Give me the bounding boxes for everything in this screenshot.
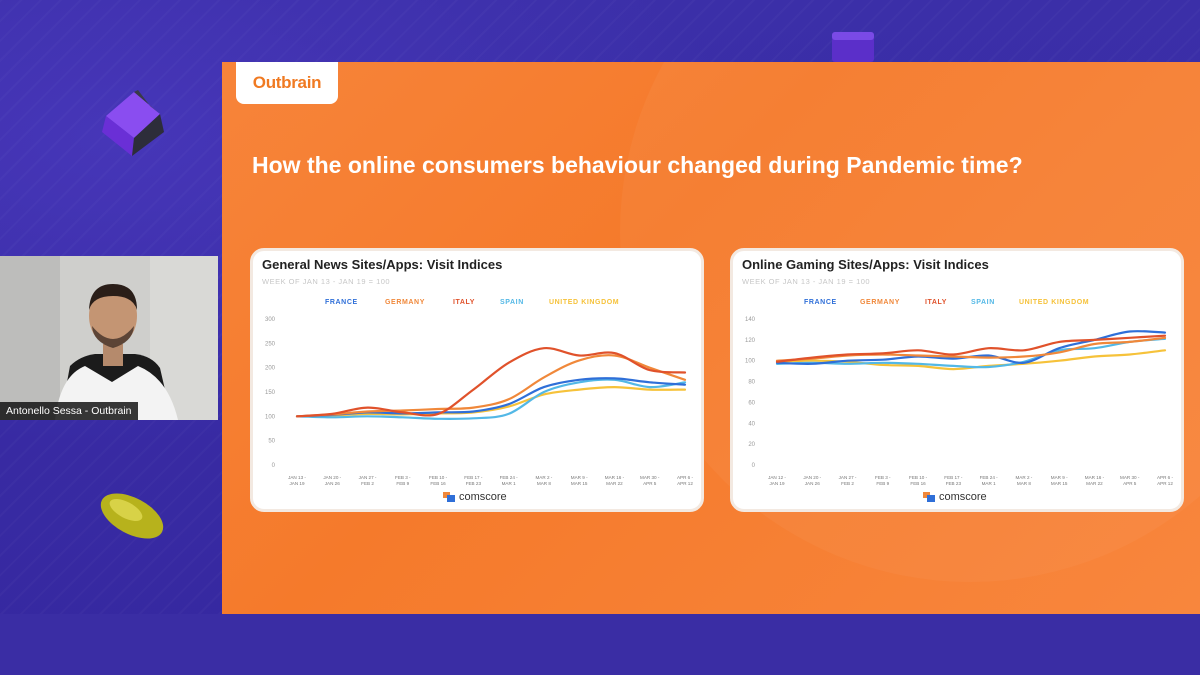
y-tick-label: 60 bbox=[748, 400, 755, 406]
speaker-webcam-tile[interactable]: Antonello Sessa - Outbrain bbox=[0, 256, 218, 420]
comscore-text: comscore bbox=[939, 491, 987, 503]
x-tick-label: JAN 20 -JAN 26 bbox=[323, 475, 341, 486]
x-tick-label: APR 6 -APR 12 bbox=[1157, 475, 1174, 486]
series-line-germany bbox=[295, 354, 687, 418]
comscore-logo-icon bbox=[443, 492, 455, 502]
news-chart-title: General News Sites/Apps: Visit Indices bbox=[262, 257, 503, 272]
y-tick-label: 150 bbox=[265, 390, 276, 396]
purple-block-decoration bbox=[832, 32, 874, 62]
series-line-united-kingdom bbox=[295, 385, 687, 418]
x-tick-label: JAN 27 -FEB 2 bbox=[839, 475, 857, 486]
speaker-name-label: Antonello Sessa - Outbrain bbox=[0, 402, 138, 420]
x-tick-label: FEB 24 -MAR 1 bbox=[980, 475, 999, 486]
y-tick-label: 100 bbox=[745, 359, 756, 365]
y-tick-label: 20 bbox=[748, 442, 755, 448]
y-tick-label: 200 bbox=[265, 366, 276, 372]
legend-spain: SPAIN bbox=[500, 299, 524, 306]
gaming-chart-title: Online Gaming Sites/Apps: Visit Indices bbox=[742, 257, 989, 272]
gaming-chart-legend: FRANCE GERMANY ITALY SPAIN UNITED KINGDO… bbox=[733, 299, 1181, 311]
y-tick-label: 40 bbox=[748, 421, 755, 427]
news-line-chart: 0 50 100 150 200 250 300 JAN 13 -JAN 19 JAN 20 -… bbox=[265, 317, 694, 486]
news-chart-card: General News Sites/Apps: Visit Indices W… bbox=[250, 248, 704, 512]
legend-germany: GERMANY bbox=[860, 299, 900, 306]
gaming-chart-card: Online Gaming Sites/Apps: Visit Indices … bbox=[730, 248, 1184, 512]
y-tick-label: 0 bbox=[272, 463, 276, 469]
x-tick-label: APR 6 -APR 12 bbox=[677, 475, 694, 486]
x-tick-label: FEB 3 -FEB 9 bbox=[395, 475, 411, 486]
slide-title: How the online consumers behaviour chang… bbox=[252, 152, 1023, 178]
x-tick-label: JAN 12 -JAN 19 bbox=[768, 475, 786, 486]
legend-france: FRANCE bbox=[325, 299, 358, 306]
series-line-germany bbox=[775, 336, 1167, 362]
legend-united-kingdom: UNITED KINGDOM bbox=[1019, 299, 1090, 306]
comscore-text: comscore bbox=[459, 491, 507, 503]
x-tick-label: MAR 16 -MAR 22 bbox=[605, 475, 625, 486]
comscore-brand: comscore bbox=[923, 491, 987, 503]
x-tick-label: FEB 17 -FEB 23 bbox=[464, 475, 483, 486]
y-tick-label: 50 bbox=[268, 439, 275, 445]
outbrain-logo: Outbrain bbox=[236, 62, 338, 104]
series-line-italy bbox=[775, 334, 1167, 363]
series-line-spain bbox=[775, 337, 1167, 369]
x-tick-label: FEB 17 -FEB 23 bbox=[944, 475, 963, 486]
legend-italy: ITALY bbox=[453, 299, 476, 306]
y-tick-label: 300 bbox=[265, 317, 276, 323]
x-tick-label: JAN 13 -JAN 19 bbox=[288, 475, 306, 486]
purple-cube-decoration bbox=[102, 90, 164, 156]
series-line-italy bbox=[295, 347, 687, 418]
y-tick-label: 120 bbox=[745, 338, 756, 344]
bottom-background-band bbox=[0, 614, 1200, 675]
y-tick-label: 0 bbox=[752, 463, 756, 469]
x-tick-label: MAR 16 -MAR 22 bbox=[1085, 475, 1105, 486]
speaker-video-feed bbox=[0, 256, 218, 420]
series-line-spain bbox=[295, 378, 687, 420]
presentation-slide: Outbrain How the online consumers behavi… bbox=[222, 62, 1200, 614]
y-tick-label: 140 bbox=[745, 317, 756, 323]
x-tick-label: JAN 20 -JAN 26 bbox=[803, 475, 821, 486]
outbrain-logo-text: Outbrain bbox=[252, 73, 322, 92]
x-tick-label: MAR 30 -APR 5 bbox=[1120, 475, 1140, 486]
x-tick-label: MAR 2 -MAR 8 bbox=[1015, 475, 1032, 486]
news-chart-subtitle: WEEK OF JAN 13 - JAN 19 = 100 bbox=[262, 277, 391, 286]
legend-france: FRANCE bbox=[804, 299, 837, 306]
legend-italy: ITALY bbox=[925, 299, 948, 306]
x-tick-label: FEB 10 -FEB 16 bbox=[909, 475, 928, 486]
x-tick-label: MAR 2 -MAR 8 bbox=[535, 475, 552, 486]
x-tick-label: FEB 10 -FEB 16 bbox=[429, 475, 448, 486]
x-tick-label: FEB 24 -MAR 1 bbox=[500, 475, 519, 486]
y-tick-label: 100 bbox=[265, 414, 276, 420]
yellow-pill-decoration bbox=[100, 493, 164, 539]
series-line-france bbox=[775, 330, 1167, 365]
legend-spain: SPAIN bbox=[971, 299, 995, 306]
x-tick-label: JAN 27 -FEB 2 bbox=[359, 475, 377, 486]
x-tick-label: FEB 3 -FEB 9 bbox=[875, 475, 891, 486]
legend-germany: GERMANY bbox=[385, 299, 425, 306]
gaming-line-chart: 0 20 40 60 80 100 120 140 JAN 12 -JAN 19 JAN 20 -… bbox=[745, 317, 1174, 486]
comscore-brand: comscore bbox=[443, 491, 507, 503]
y-tick-label: 80 bbox=[748, 380, 755, 386]
x-tick-label: MAR 9 -MAR 15 bbox=[571, 475, 588, 486]
gaming-chart-subtitle: WEEK OF JAN 13 - JAN 19 = 100 bbox=[742, 277, 871, 286]
x-tick-label: MAR 30 -APR 5 bbox=[640, 475, 660, 486]
legend-united-kingdom: UNITED KINGDOM bbox=[549, 299, 620, 306]
comscore-logo-icon bbox=[923, 492, 935, 502]
x-tick-label: MAR 9 -MAR 15 bbox=[1051, 475, 1068, 486]
news-chart-legend: FRANCE GERMANY ITALY SPAIN UNITED KINGDO… bbox=[253, 299, 701, 311]
y-tick-label: 250 bbox=[265, 341, 276, 347]
